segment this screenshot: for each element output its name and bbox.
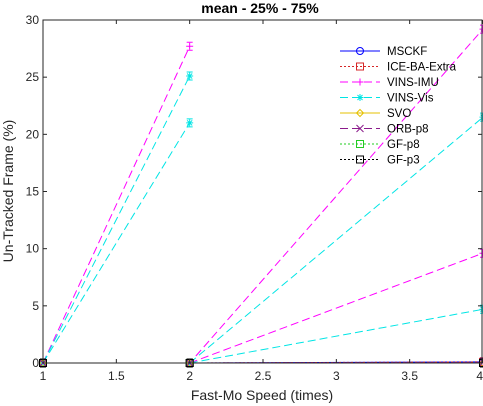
y-tick-label: 15 bbox=[26, 185, 40, 199]
legend-marker bbox=[356, 78, 364, 86]
legend-marker bbox=[356, 94, 364, 101]
x-tick-label: 2.5 bbox=[255, 369, 272, 383]
legend-item: ORB-p8 bbox=[340, 124, 429, 136]
legend-marker bbox=[356, 47, 364, 55]
legend: MSCKF ICE-BA-Extra VINS-IMU VINS-Vis SVO ORB-… bbox=[340, 46, 457, 167]
data-point bbox=[479, 249, 483, 257]
legend-marker bbox=[356, 124, 364, 133]
legend-item: VINS-Vis bbox=[340, 93, 434, 105]
series-vins-vis bbox=[39, 71, 483, 368]
x-tick-label: 3 bbox=[333, 369, 340, 383]
legend-marker bbox=[356, 140, 364, 148]
y-tick-label: 30 bbox=[26, 13, 40, 27]
y-axis-label: Un-Tracked Frame (%) bbox=[0, 120, 16, 263]
legend-item: MSCKF bbox=[340, 46, 427, 58]
series-line bbox=[42, 46, 191, 364]
data-point bbox=[186, 119, 194, 127]
error-bar bbox=[186, 71, 193, 81]
legend-item: GF-p3 bbox=[340, 155, 420, 167]
x-tick-label: 3.5 bbox=[401, 369, 418, 383]
y-tick-label: 25 bbox=[26, 70, 40, 84]
legend-item: VINS-IMU bbox=[340, 77, 439, 89]
data-point bbox=[186, 42, 194, 50]
error-bar bbox=[480, 304, 483, 314]
x-tick-label: 1.5 bbox=[108, 369, 125, 383]
legend-marker bbox=[356, 62, 364, 71]
legend-marker bbox=[356, 155, 364, 164]
y-tick-label: 10 bbox=[26, 242, 40, 256]
legend-item: SVO bbox=[340, 108, 411, 120]
x-tick-label: 4 bbox=[476, 369, 483, 383]
x-axis-label: Fast-Mo Speed (times) bbox=[191, 387, 333, 403]
error-bar bbox=[480, 357, 483, 367]
series-line bbox=[42, 75, 191, 364]
series-line bbox=[42, 122, 191, 364]
legend-label: VINS-Vis bbox=[387, 93, 434, 105]
series-line bbox=[189, 116, 483, 364]
y-tick-label: 5 bbox=[32, 299, 39, 313]
data-point bbox=[478, 358, 483, 368]
legend-label: ICE-BA-Extra bbox=[387, 62, 457, 74]
error-bar bbox=[480, 358, 483, 368]
legend-label: VINS-IMU bbox=[387, 77, 439, 89]
series-line bbox=[189, 308, 483, 364]
legend-label: MSCKF bbox=[387, 46, 427, 58]
axes: 1 1.5 2 2.5 3 3.5 4 0 5 10 15 20 25 30 bbox=[26, 13, 483, 383]
error-bar bbox=[480, 248, 483, 258]
legend-label: SVO bbox=[387, 108, 411, 120]
legend-item: ICE-BA-Extra bbox=[340, 62, 457, 74]
data-point bbox=[186, 72, 194, 80]
error-bar bbox=[480, 24, 483, 34]
legend-label: GF-p8 bbox=[387, 139, 420, 151]
legend-label: ORB-p8 bbox=[387, 124, 429, 136]
series-line bbox=[189, 252, 483, 364]
x-tick-label: 2 bbox=[186, 369, 193, 383]
data-point bbox=[479, 25, 483, 33]
legend-label: GF-p3 bbox=[387, 155, 420, 167]
y-tick-label: 20 bbox=[26, 127, 40, 141]
legend-marker bbox=[355, 108, 365, 118]
error-bar bbox=[186, 118, 193, 128]
data-point bbox=[479, 358, 483, 367]
legend-item: GF-p8 bbox=[340, 139, 420, 151]
error-bar bbox=[480, 112, 483, 122]
y-tick-label: 0 bbox=[32, 356, 39, 370]
chart-title: mean - 25% - 75% bbox=[201, 0, 319, 16]
x-tick-label: 1 bbox=[40, 369, 47, 383]
error-bar bbox=[186, 41, 193, 51]
